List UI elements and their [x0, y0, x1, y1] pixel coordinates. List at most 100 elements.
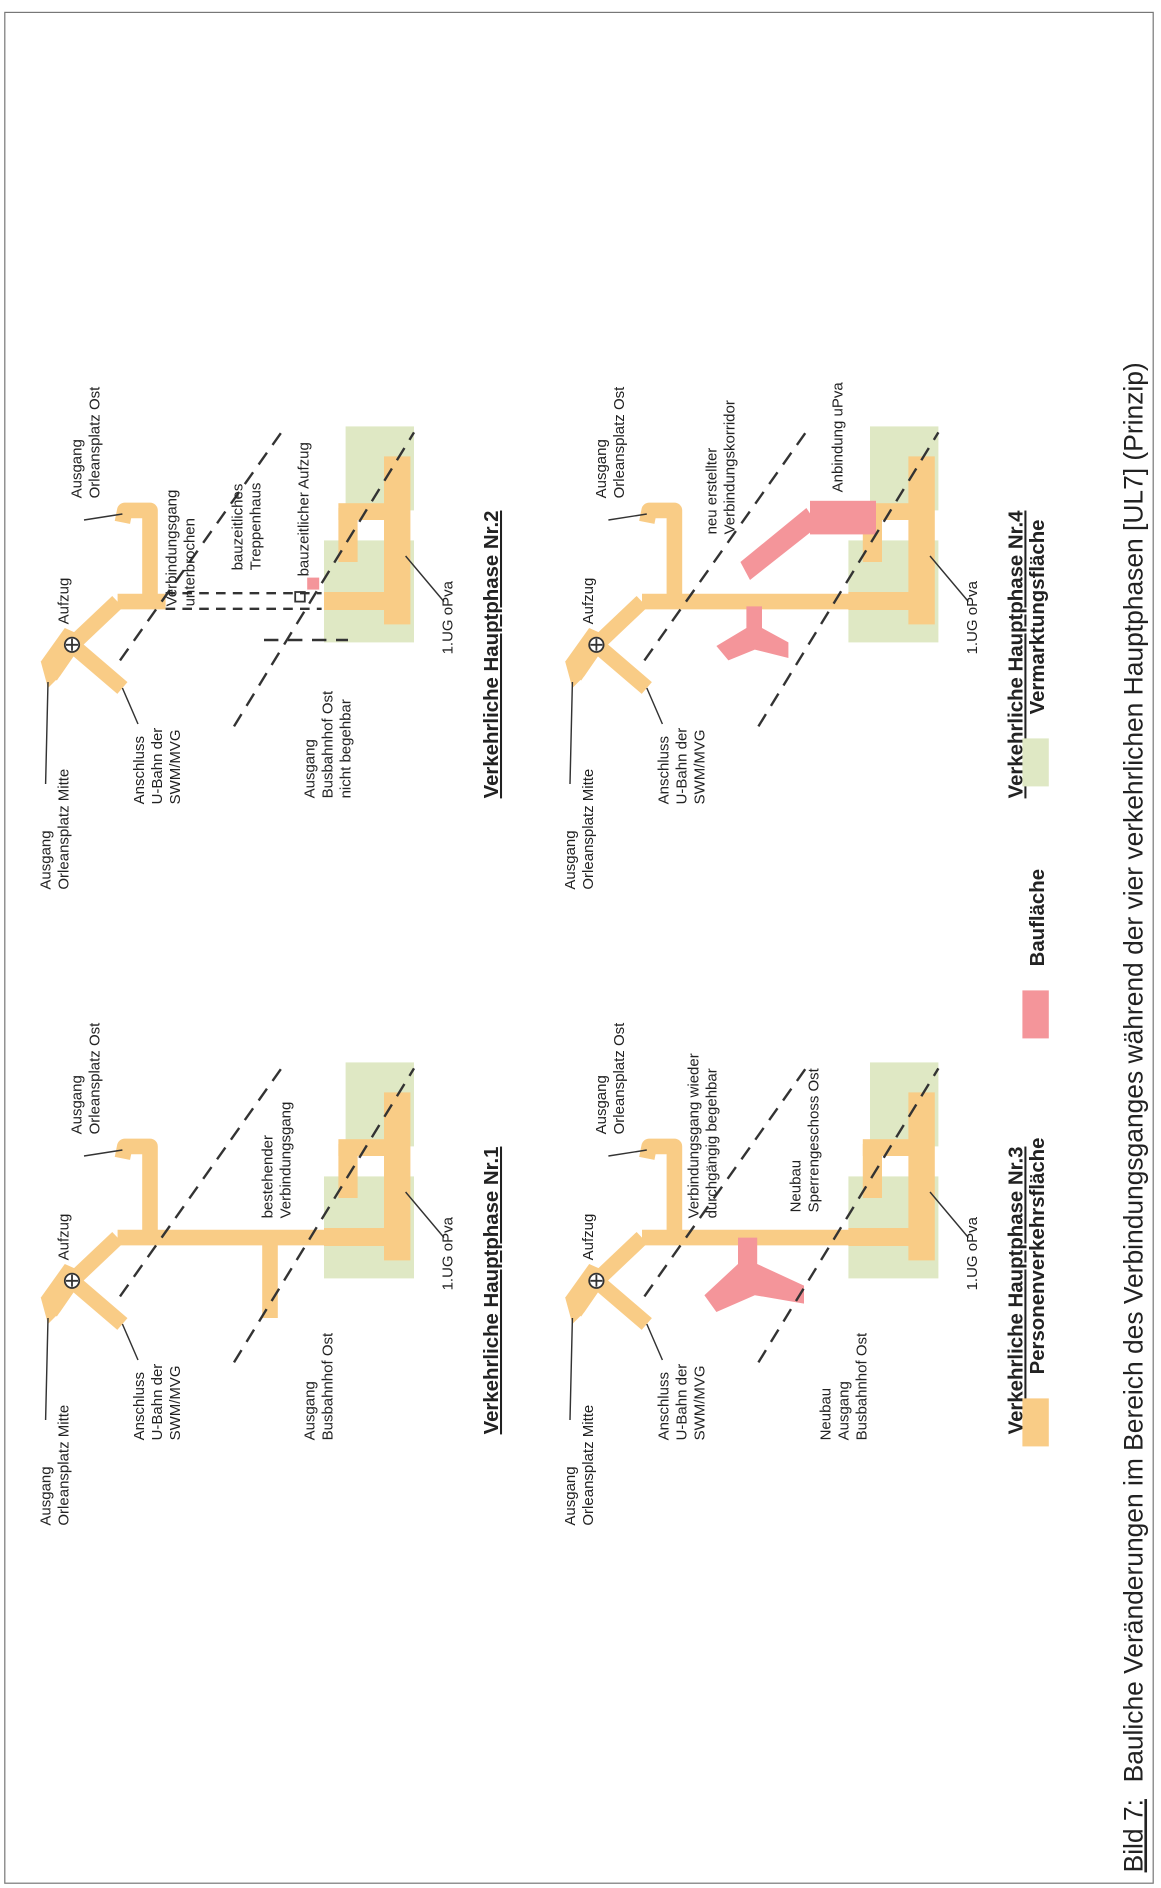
- construction-area: [307, 577, 320, 590]
- legend-swatch: [1022, 1398, 1049, 1447]
- panel: Ausgang Orleansplatz MitteAufzugAnschluss…: [37, 1022, 503, 1526]
- label: 1.UG oPva: [439, 1216, 456, 1290]
- label: Anschluss: [655, 736, 672, 804]
- legend-label: Baufläche: [1027, 869, 1049, 966]
- frame: [4, 11, 1154, 1884]
- traffic-area: [338, 507, 358, 562]
- corridor: [591, 1231, 648, 1287]
- corridor: [591, 595, 648, 651]
- elevator-symbol: [590, 638, 603, 651]
- caption-number: Bild 7:: [1118, 1799, 1148, 1872]
- label: Orleansplatz Mitte: [55, 1405, 72, 1526]
- label: Ausgang: [562, 830, 579, 889]
- label: SWM/MVG: [167, 729, 184, 804]
- legend-swatch: [1022, 738, 1049, 787]
- legend-label: Vermarktungsfläche: [1027, 519, 1049, 714]
- label: SWM/MVG: [691, 729, 708, 804]
- label: Busbahnhof Ost: [853, 1332, 870, 1440]
- label: Aufzug: [580, 578, 597, 625]
- construction-area: [810, 500, 877, 535]
- label: Verbindungsgang wieder: [685, 1053, 702, 1218]
- label: SWM/MVG: [691, 1365, 708, 1440]
- label: U-Bahn der: [149, 728, 166, 805]
- dashed-line: [757, 1067, 940, 1364]
- label: bauzeitlicher Aufzug: [295, 442, 312, 576]
- caption-text: Bauliche Veränderungen im Bereich des Ve…: [1118, 362, 1148, 1782]
- legend-label: Personenverkehrsfläche: [1027, 1138, 1049, 1375]
- label: Ausgang: [69, 1075, 86, 1134]
- dashed-line: [232, 431, 416, 728]
- label: Anschluss: [131, 1372, 148, 1440]
- label: nicht begehbar: [337, 699, 354, 798]
- corridor: [114, 1138, 158, 1238]
- label: Verbindungskorridor: [721, 400, 738, 534]
- corridor: [66, 595, 123, 651]
- leader-line: [44, 1149, 445, 1421]
- label: Orleansplatz Mitte: [55, 769, 72, 890]
- label: 1.UG oPva: [964, 580, 981, 654]
- traffic-area: [338, 1143, 358, 1198]
- label: Ausgang: [593, 1075, 610, 1134]
- panel-title: Verkehrliche Hauptphase Nr.4: [1005, 510, 1027, 799]
- corridor: [114, 502, 158, 602]
- label: Orleansplatz Mitte: [580, 769, 597, 890]
- label: Aufzug: [55, 1214, 72, 1261]
- leader-line: [569, 1149, 969, 1421]
- panel: Ausgang Orleansplatz MitteAufzugAnschluss…: [562, 1022, 1028, 1526]
- elevator-symbol: [66, 1274, 79, 1287]
- label: Ausgang: [562, 1466, 579, 1525]
- corridor: [639, 502, 683, 602]
- panel-title: Verkehrliche Hauptphase Nr.2: [481, 511, 503, 799]
- construction-area: [704, 1237, 805, 1312]
- panel-title: Verkehrliche Hauptphase Nr.1: [481, 1147, 503, 1435]
- label: Ausgang: [835, 1381, 852, 1440]
- traffic-area: [908, 1092, 935, 1261]
- label: Neubau: [817, 1388, 834, 1441]
- traffic-area: [384, 1092, 411, 1261]
- label: Orleansplatz Ost: [87, 386, 104, 499]
- temporary-stair: [294, 591, 306, 603]
- label: Ausgang: [301, 1381, 318, 1440]
- panel: Ausgang Orleansplatz MitteAufzugAnschluss…: [562, 382, 1028, 890]
- elevator-symbol: [590, 1274, 603, 1287]
- label: Sperrengeschoss Ost: [805, 1067, 822, 1212]
- label: unterbrochen: [181, 518, 198, 606]
- label: U-Bahn der: [673, 1364, 690, 1441]
- label: Ausgang: [69, 439, 86, 498]
- label: Anschluss: [655, 1372, 672, 1440]
- panel: Ausgang Orleansplatz MitteAufzugAnschluss…: [37, 386, 503, 890]
- label: Aufzug: [580, 1214, 597, 1261]
- elevator-symbol: [66, 638, 79, 651]
- panel-title: Verkehrliche Hauptphase Nr.3: [1005, 1147, 1027, 1435]
- traffic-area: [862, 1143, 883, 1198]
- label: Neubau: [787, 1160, 804, 1213]
- label: durchgängig begehbar: [703, 1068, 720, 1218]
- label: Busbahnhof Ost: [319, 690, 336, 798]
- leader-line: [44, 513, 445, 785]
- label: Anschluss: [131, 736, 148, 804]
- label: Ausgang: [37, 1466, 54, 1525]
- leader-line: [569, 513, 969, 785]
- label: 1.UG oPva: [964, 1216, 981, 1290]
- label: Busbahnhof Ost: [319, 1332, 336, 1440]
- label: neu erstellter: [703, 448, 720, 535]
- traffic-area: [384, 456, 411, 625]
- label: Ausgang: [37, 830, 54, 889]
- label: Ausgang: [593, 439, 610, 498]
- label: bestehender: [259, 1135, 276, 1218]
- dashed-line: [232, 1067, 416, 1364]
- traffic-area: [908, 456, 935, 625]
- label: Anbindung uPva: [829, 382, 846, 493]
- label: Verbindungsgang: [163, 490, 180, 607]
- label: Aufzug: [55, 578, 72, 625]
- label: U-Bahn der: [149, 1364, 166, 1441]
- label: U-Bahn der: [673, 728, 690, 805]
- corridor: [639, 1138, 683, 1238]
- label: Orleansplatz Ost: [611, 1022, 628, 1135]
- label: Orleansplatz Mitte: [580, 1405, 597, 1526]
- construction-area: [716, 606, 789, 661]
- label: Treppenhaus: [247, 483, 264, 571]
- construction-area: [740, 507, 819, 580]
- dashed-line: [757, 431, 940, 728]
- label: Orleansplatz Ost: [87, 1022, 104, 1135]
